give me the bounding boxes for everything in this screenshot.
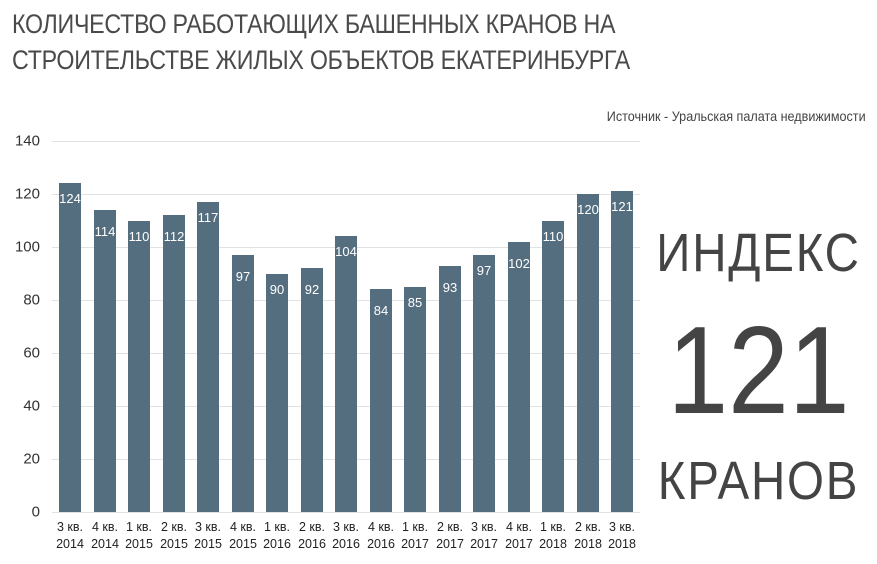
gridline — [52, 512, 640, 513]
x-axis-tick-label: 4 кв. 2017 — [505, 520, 533, 551]
x-axis-tick-label: 3 кв. 2018 — [608, 520, 636, 551]
x-axis-tick-label: 2 кв. 2018 — [574, 520, 602, 551]
bar — [94, 210, 116, 512]
y-axis-tick-label: 140 — [14, 132, 40, 150]
bar-value-label: 90 — [269, 282, 285, 297]
bar — [577, 194, 599, 512]
y-axis-tick-label: 80 — [23, 291, 40, 309]
x-axis-tick-label: 3 кв. 2017 — [470, 520, 498, 551]
source-note: Источник - Уральская палата недвижимости — [607, 108, 866, 124]
x-axis-tick-label: 1 кв. 2018 — [539, 520, 567, 551]
bar — [542, 221, 564, 512]
y-axis-tick-label: 100 — [14, 238, 40, 256]
x-axis-tick-label: 4 кв. 2016 — [367, 520, 395, 551]
bar-value-label: 97 — [235, 269, 251, 284]
bar — [335, 236, 357, 512]
bar-value-label: 112 — [163, 229, 185, 244]
x-axis-tick-label: 2 кв. 2015 — [160, 520, 188, 551]
title-line-2: СТРОИТЕЛЬСТВЕ ЖИЛЫХ ОБЪЕКТОВ ЕКАТЕРИНБУР… — [12, 45, 631, 75]
bar — [197, 202, 219, 512]
gridline — [52, 141, 640, 142]
bar-value-label: 114 — [94, 224, 116, 239]
x-axis-tick-label: 1 кв. 2017 — [401, 520, 429, 551]
bar — [404, 287, 426, 512]
bar-value-label: 102 — [508, 256, 530, 271]
bar — [508, 242, 530, 512]
bar — [59, 183, 81, 512]
chart-title: КОЛИЧЕСТВО РАБОТАЮЩИХ БАШЕННЫХ КРАНОВ НА… — [12, 6, 630, 78]
bar-value-label: 85 — [407, 295, 423, 310]
bar — [163, 215, 185, 512]
x-axis-tick-label: 1 кв. 2016 — [263, 520, 291, 551]
bar-value-label: 110 — [128, 229, 150, 244]
x-axis-tick-label: 2 кв. 2016 — [298, 520, 326, 551]
bar-value-label: 97 — [476, 263, 492, 278]
bar-value-label: 117 — [197, 210, 219, 225]
bar-value-label: 93 — [442, 280, 458, 295]
x-axis-tick-label: 3 кв. 2014 — [56, 520, 84, 551]
bar — [370, 289, 392, 512]
x-axis-tick-label: 3 кв. 2016 — [332, 520, 360, 551]
x-axis-tick-label: 2 кв. 2017 — [436, 520, 464, 551]
y-axis-tick-label: 120 — [14, 185, 40, 203]
bar — [301, 268, 323, 512]
kpi-label-top: ИНДЕКС — [656, 223, 861, 283]
y-axis-tick-label: 0 — [31, 503, 40, 521]
bar-value-label: 120 — [577, 202, 599, 217]
kpi-value: 121 — [667, 302, 850, 440]
bar-value-label: 104 — [335, 244, 357, 259]
bar — [232, 255, 254, 512]
kpi-label-bottom: КРАНОВ — [657, 451, 860, 511]
bar — [611, 191, 633, 512]
y-axis-tick-label: 60 — [23, 344, 40, 362]
bar — [439, 266, 461, 512]
bar — [128, 221, 150, 512]
x-axis-tick-label: 4 кв. 2014 — [91, 520, 119, 551]
bar-value-label: 92 — [304, 282, 320, 297]
bar-value-label: 124 — [59, 191, 81, 206]
y-axis-tick-label: 40 — [23, 397, 40, 415]
bar-value-label: 84 — [373, 303, 389, 318]
title-line-1: КОЛИЧЕСТВО РАБОТАЮЩИХ БАШЕННЫХ КРАНОВ НА — [12, 9, 616, 39]
gridline — [52, 194, 640, 195]
y-axis-tick-label: 20 — [23, 450, 40, 468]
x-axis-tick-label: 4 кв. 2015 — [229, 520, 257, 551]
bar-value-label: 110 — [542, 229, 564, 244]
x-axis-tick-label: 1 кв. 2015 — [125, 520, 153, 551]
x-axis-tick-label: 3 кв. 2015 — [194, 520, 222, 551]
bar — [266, 274, 288, 512]
bar-value-label: 121 — [611, 199, 633, 214]
bar — [473, 255, 495, 512]
